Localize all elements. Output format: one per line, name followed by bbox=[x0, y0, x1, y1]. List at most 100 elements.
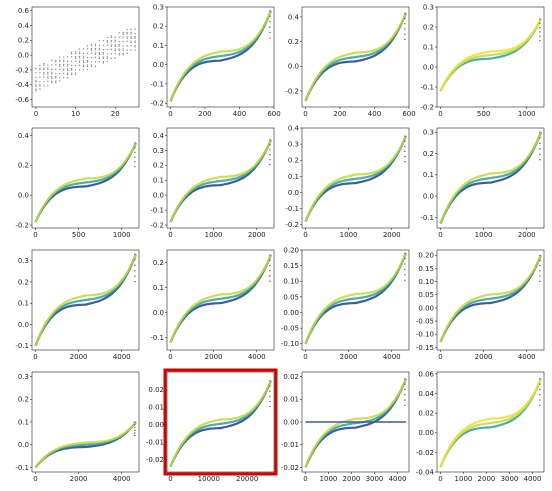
data-point bbox=[106, 57, 108, 60]
x-tick-label: 1000 bbox=[320, 475, 338, 483]
data-point bbox=[110, 35, 112, 37]
data-point bbox=[98, 49, 101, 51]
data-point bbox=[94, 65, 97, 67]
y-tick-label: -0.1 bbox=[150, 334, 164, 342]
y-tick-label: 0.00 bbox=[148, 421, 164, 429]
x-tick-label: 0 bbox=[34, 110, 38, 118]
data-point bbox=[70, 56, 73, 58]
data-point bbox=[134, 165, 136, 168]
data-point bbox=[114, 57, 116, 59]
subplot-1: 0 10 20 0.6 0.4 0.2 0.0 -0.2 -0.4 -0.6 bbox=[15, 6, 140, 118]
data-point bbox=[59, 63, 61, 66]
data-point bbox=[110, 44, 112, 46]
data-point bbox=[82, 52, 85, 55]
data-point bbox=[55, 64, 57, 66]
y-tick-label: 0.01 bbox=[283, 396, 299, 404]
data-point bbox=[404, 394, 406, 396]
data-point bbox=[269, 154, 271, 156]
data-point bbox=[55, 68, 57, 70]
data-point bbox=[94, 61, 97, 63]
data-point bbox=[269, 144, 271, 146]
x-tick-label: 200 bbox=[198, 110, 211, 118]
data-point bbox=[47, 80, 49, 83]
data-point bbox=[269, 15, 271, 17]
data-point bbox=[114, 41, 116, 43]
y-tick-label: 0.2 bbox=[288, 38, 299, 46]
data-point bbox=[118, 48, 120, 50]
data-point bbox=[47, 73, 49, 75]
subplot-4: 0 500 1000 0.3 0.2 0.1 0.0 -0.1 -0.2 bbox=[420, 3, 545, 118]
data-point bbox=[122, 54, 124, 56]
data-point bbox=[126, 33, 128, 35]
data-point bbox=[269, 37, 271, 39]
series-curve bbox=[34, 421, 137, 469]
x-tick-label: 0 bbox=[438, 110, 442, 118]
data-point bbox=[269, 149, 271, 151]
y-tick-label: 0.2 bbox=[423, 23, 434, 31]
data-point bbox=[51, 80, 53, 82]
data-point bbox=[66, 56, 69, 58]
data-point bbox=[126, 37, 128, 40]
x-tick-label: 0 bbox=[303, 110, 307, 118]
data-point bbox=[106, 48, 108, 51]
y-tick-label: -0.10 bbox=[281, 340, 299, 348]
data-point bbox=[51, 73, 53, 75]
data-point bbox=[63, 69, 65, 72]
data-point bbox=[118, 32, 120, 34]
y-tick-label: -0.05 bbox=[416, 317, 434, 325]
y-tick-label: -0.4 bbox=[15, 81, 29, 89]
data-point bbox=[82, 60, 85, 62]
data-point bbox=[47, 64, 49, 66]
y-tick-label: 0.00 bbox=[418, 429, 434, 437]
y-tick-label: 0.2 bbox=[288, 157, 299, 165]
data-point bbox=[98, 47, 101, 50]
data-point bbox=[55, 75, 57, 78]
data-point bbox=[51, 59, 53, 62]
x-tick-label: 0 bbox=[303, 231, 307, 239]
data-point bbox=[110, 48, 112, 51]
data-point bbox=[35, 79, 37, 82]
y-tick-label: -0.1 bbox=[15, 342, 29, 350]
data-point bbox=[51, 68, 53, 71]
data-point bbox=[269, 395, 271, 397]
data-point bbox=[106, 56, 108, 58]
data-point bbox=[269, 280, 271, 282]
data-point bbox=[35, 81, 37, 83]
data-point bbox=[86, 64, 89, 66]
data-point bbox=[66, 76, 69, 79]
y-tick-label: -0.6 bbox=[15, 96, 29, 104]
y-tick-label: -0.04 bbox=[416, 468, 435, 476]
data-point bbox=[74, 69, 77, 71]
data-point bbox=[55, 77, 57, 79]
data-point bbox=[70, 69, 73, 71]
data-point bbox=[82, 57, 85, 59]
data-point bbox=[269, 31, 271, 34]
data-point bbox=[39, 85, 41, 87]
y-tick-label: 0.0 bbox=[153, 309, 164, 317]
data-point bbox=[539, 378, 541, 380]
data-point bbox=[94, 47, 97, 50]
y-tick-label: -0.1 bbox=[420, 214, 434, 222]
data-point bbox=[59, 72, 61, 75]
x-tick-label: 1000 bbox=[518, 110, 536, 118]
data-point bbox=[39, 72, 41, 74]
data-point bbox=[63, 72, 65, 75]
x-tick-label: 0 bbox=[33, 475, 37, 483]
data-point bbox=[82, 61, 85, 63]
y-tick-label: -0.1 bbox=[420, 83, 434, 91]
data-point bbox=[102, 44, 105, 46]
data-point bbox=[78, 52, 81, 55]
highlight-box bbox=[163, 368, 278, 476]
data-point bbox=[404, 22, 406, 25]
data-point bbox=[59, 68, 61, 70]
data-point bbox=[134, 264, 136, 266]
y-tick-label: 0.4 bbox=[18, 22, 30, 30]
series-curve bbox=[169, 380, 272, 468]
x-tick-label: 0 bbox=[168, 110, 172, 118]
data-point bbox=[90, 52, 93, 54]
data-point bbox=[130, 44, 132, 47]
series-curve bbox=[304, 252, 407, 345]
data-point bbox=[74, 51, 77, 53]
data-point bbox=[82, 64, 85, 66]
y-tick-label: -0.1 bbox=[150, 206, 164, 214]
